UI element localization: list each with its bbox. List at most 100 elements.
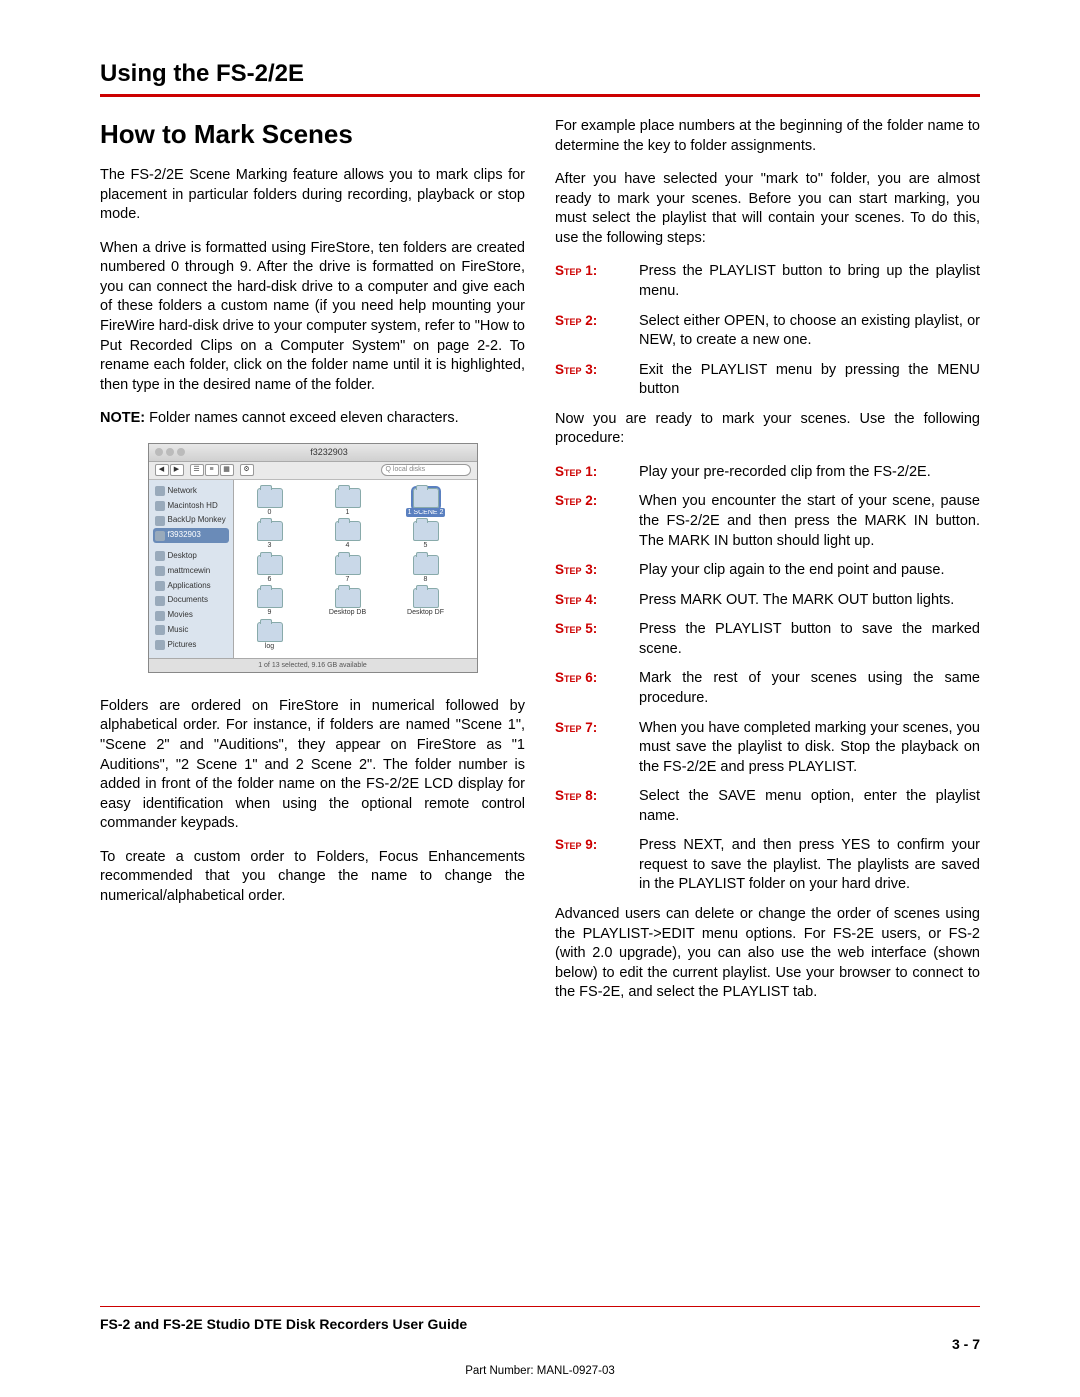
folder-item[interactable]: 1: [318, 488, 378, 517]
section-header: Using the FS-2/2E: [100, 60, 980, 97]
view-list-button[interactable]: ≡: [205, 464, 219, 476]
paragraph: Advanced users can delete or change the …: [555, 905, 980, 1003]
sidebar-item-selected-volume[interactable]: f3932903: [153, 528, 229, 543]
step-row: Step 9:Press NEXT, and then press YES to…: [555, 836, 980, 895]
sidebar-item-backup[interactable]: BackUp Monkey: [153, 513, 229, 528]
folder-icon: [335, 588, 361, 608]
folder-item[interactable]: 0: [240, 488, 300, 517]
folder-icon: [413, 488, 439, 508]
nav-buttons: ◀ ▶: [155, 464, 184, 476]
sidebar-label: Music: [168, 625, 189, 636]
step-row: Step 2:Select either OPEN, to choose an …: [555, 312, 980, 351]
sidebar-item-network[interactable]: Network: [153, 484, 229, 499]
folder-icon: [257, 488, 283, 508]
sidebar-item-home[interactable]: mattmcewin: [153, 564, 229, 579]
footer-guide-title: FS-2 and FS-2E Studio DTE Disk Recorders…: [100, 1316, 467, 1332]
view-icon-button[interactable]: ☰: [190, 464, 204, 476]
folder-item[interactable]: 6: [240, 555, 300, 584]
step-text: Exit the PLAYLIST menu by pressing the M…: [639, 361, 980, 400]
folder-item[interactable]: 4: [318, 521, 378, 550]
finder-screenshot: f3232903 ◀ ▶ ☰ ≡ ▦ ⚙ Q local disks Netwo…: [148, 443, 478, 673]
paragraph: The FS-2/2E Scene Marking feature allows…: [100, 166, 525, 225]
step-row: Step 1:Press the PLAYLIST button to brin…: [555, 262, 980, 301]
folder-item[interactable]: 7: [318, 555, 378, 584]
finder-statusbar: 1 of 13 selected, 9.16 GB available: [149, 658, 477, 672]
folder-icon: [257, 622, 283, 642]
step-text: Select either OPEN, to choose an existin…: [639, 312, 980, 351]
step-text: Mark the rest of your scenes using the s…: [639, 669, 980, 708]
step-text: Play your pre-recorded clip from the FS-…: [639, 463, 980, 483]
sidebar-item-music[interactable]: Music: [153, 623, 229, 638]
step-label: Step 1:: [555, 463, 625, 483]
step-text: Press the PLAYLIST button to bring up th…: [639, 262, 980, 301]
folder-icon: [413, 555, 439, 575]
finder-sidebar: Network Macintosh HD BackUp Monkey f3932…: [149, 480, 234, 658]
documents-icon: [155, 596, 165, 606]
sidebar-label: f3932903: [168, 530, 201, 541]
step-label: Step 3:: [555, 361, 625, 400]
folder-item[interactable]: log: [240, 622, 300, 651]
disk-icon: [155, 501, 165, 511]
folder-item-selected[interactable]: 1 SCENE 2: [396, 488, 456, 517]
sidebar-label: Movies: [168, 610, 193, 621]
step-text: Press the PLAYLIST button to save the ma…: [639, 620, 980, 659]
close-icon: [155, 448, 163, 456]
paragraph: For example place numbers at the beginni…: [555, 117, 980, 156]
search-input[interactable]: Q local disks: [381, 464, 471, 476]
sidebar-label: mattmcewin: [168, 566, 211, 577]
sidebar-label: Desktop: [168, 551, 197, 562]
folder-label: 1 SCENE 2: [406, 508, 446, 517]
folder-item[interactable]: Desktop DF: [396, 588, 456, 617]
sidebar-item-desktop[interactable]: Desktop: [153, 549, 229, 564]
step-label: Step 2:: [555, 492, 625, 551]
step-text: Play your clip again to the end point an…: [639, 561, 980, 581]
finder-content: 0 1 1 SCENE 2 3 4 5 6 7 8 9 Desktop DB D…: [234, 480, 477, 658]
folder-item[interactable]: Desktop DB: [318, 588, 378, 617]
step-row: Step 1: Play your pre-recorded clip from …: [555, 463, 980, 483]
folder-label: Desktop DB: [329, 608, 366, 617]
home-icon: [155, 566, 165, 576]
folder-icon: [335, 555, 361, 575]
folder-label: 4: [346, 541, 350, 550]
step-label: Step 6:: [555, 669, 625, 708]
folder-label: 5: [424, 541, 428, 550]
footer-page-number: 3 - 7: [952, 1336, 980, 1352]
finder-toolbar: ◀ ▶ ☰ ≡ ▦ ⚙ Q local disks: [149, 462, 477, 480]
disk-icon: [155, 516, 165, 526]
folder-item[interactable]: 5: [396, 521, 456, 550]
paragraph: Now you are ready to mark your scenes. U…: [555, 410, 980, 449]
folder-label: Desktop DF: [407, 608, 444, 617]
sidebar-label: Macintosh HD: [168, 501, 218, 512]
window-titlebar: f3232903: [149, 444, 477, 462]
folder-icon: [257, 555, 283, 575]
view-column-button[interactable]: ▦: [220, 464, 234, 476]
left-column: How to Mark Scenes The FS-2/2E Scene Mar…: [100, 117, 525, 1017]
sidebar-label: Network: [168, 486, 197, 497]
folder-label: log: [265, 642, 274, 651]
step-row: Step 2:When you encounter the start of y…: [555, 492, 980, 551]
sidebar-item-pictures[interactable]: Pictures: [153, 638, 229, 653]
sidebar-item-documents[interactable]: Documents: [153, 593, 229, 608]
network-icon: [155, 486, 165, 496]
note-paragraph: NOTE: Folder names cannot exceed eleven …: [100, 409, 525, 429]
window-title: f3232903: [188, 446, 471, 458]
step-label: Step 3:: [555, 561, 625, 581]
action-button[interactable]: ⚙: [240, 464, 254, 476]
folder-item[interactable]: 8: [396, 555, 456, 584]
step-row: Step 6: Mark the rest of your scenes usin…: [555, 669, 980, 708]
back-button[interactable]: ◀: [155, 464, 169, 476]
step-text: Press NEXT, and then press YES to confir…: [639, 836, 980, 895]
forward-button[interactable]: ▶: [170, 464, 184, 476]
sidebar-item-movies[interactable]: Movies: [153, 608, 229, 623]
sidebar-item-applications[interactable]: Applications: [153, 579, 229, 594]
folder-icon: [413, 588, 439, 608]
page-title: How to Mark Scenes: [100, 117, 525, 152]
step-label: Step 7:: [555, 719, 625, 778]
sidebar-item-macintosh-hd[interactable]: Macintosh HD: [153, 499, 229, 514]
sidebar-label: Documents: [168, 595, 208, 606]
step-text: When you encounter the start of your sce…: [639, 492, 980, 551]
folder-item[interactable]: 9: [240, 588, 300, 617]
folder-item[interactable]: 3: [240, 521, 300, 550]
footer-rule: [100, 1306, 980, 1307]
disk-icon: [155, 531, 165, 541]
